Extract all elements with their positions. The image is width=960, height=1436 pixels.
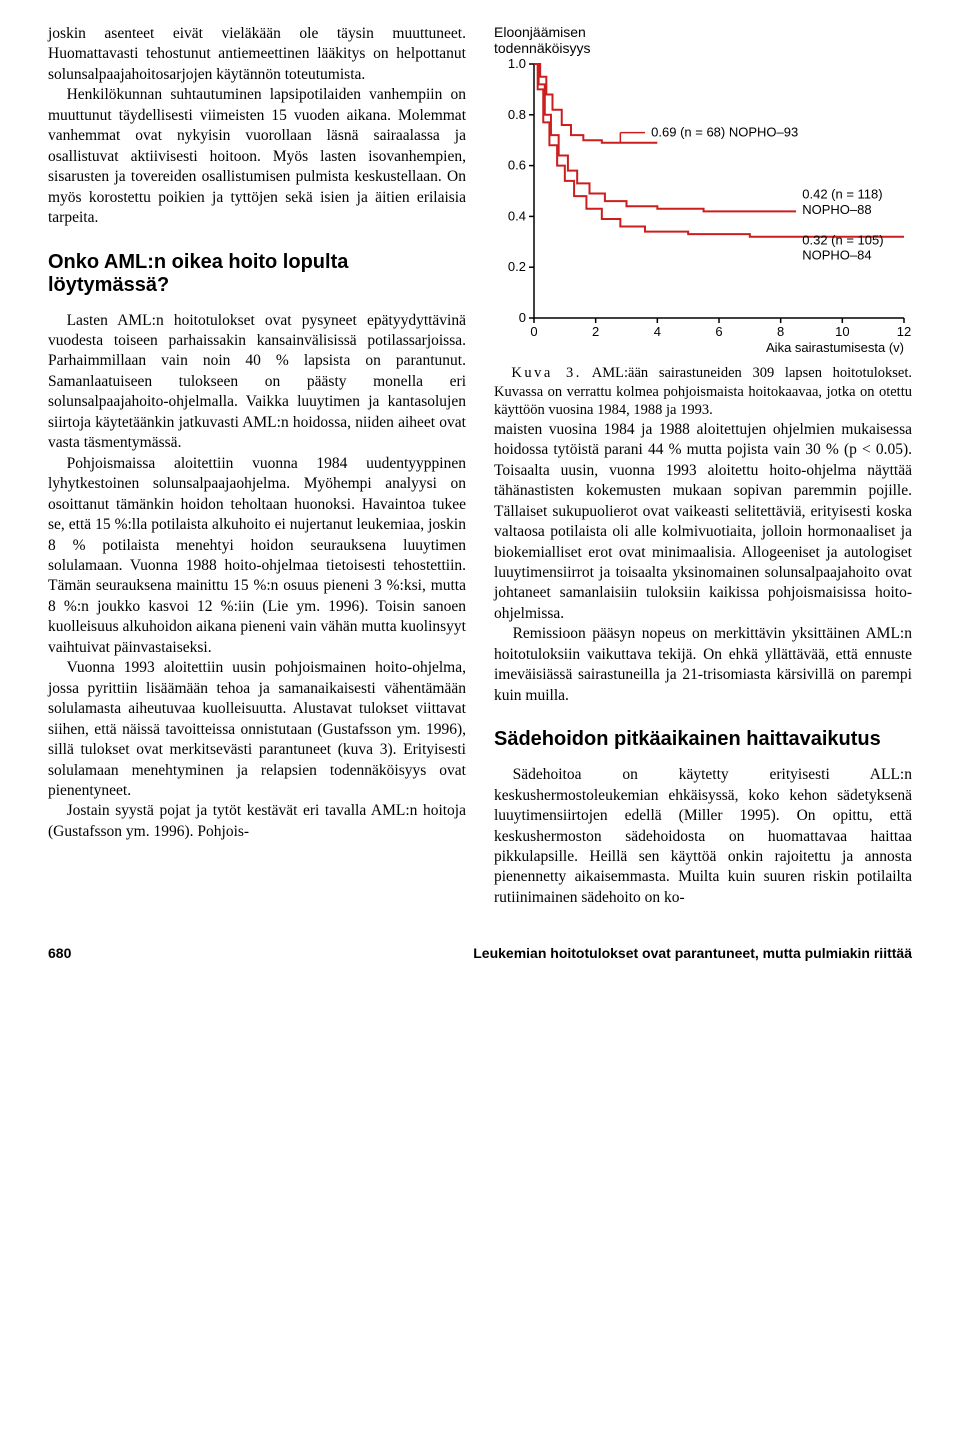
para: Remissioon pääsyn nopeus on merkittävin … — [494, 624, 912, 706]
para: Pohjoismaissa aloitettiin vuonna 1984 uu… — [48, 454, 466, 659]
svg-text:0.69 (n = 68) NOPHO–93: 0.69 (n = 68) NOPHO–93 — [651, 125, 798, 140]
survival-chart: Eloonjäämisen todennäköisyys 00.20.40.60… — [494, 24, 912, 358]
svg-text:0.2: 0.2 — [508, 259, 526, 274]
section-heading-aml: Onko AML:n oikea hoito lopulta löytymäss… — [48, 251, 466, 297]
svg-text:NOPHO–88: NOPHO–88 — [802, 202, 871, 217]
svg-text:6: 6 — [715, 324, 722, 339]
figure-caption: Kuva 3. AML:ään sairastuneiden 309 lapse… — [494, 364, 912, 420]
right-column: Eloonjäämisen todennäköisyys 00.20.40.60… — [494, 24, 912, 908]
svg-text:NOPHO–84: NOPHO–84 — [802, 248, 871, 263]
svg-text:10: 10 — [835, 324, 849, 339]
svg-text:0.42 (n = 118): 0.42 (n = 118) — [802, 187, 882, 202]
svg-text:1.0: 1.0 — [508, 58, 526, 71]
figure-caption-lead: Kuva 3. — [511, 365, 581, 381]
svg-text:4: 4 — [654, 324, 661, 339]
svg-text:12: 12 — [897, 324, 911, 339]
svg-text:0: 0 — [530, 324, 537, 339]
svg-text:0: 0 — [519, 310, 526, 325]
svg-text:2: 2 — [592, 324, 599, 339]
para: Jostain syystä pojat ja tytöt kestävät e… — [48, 801, 466, 842]
section-heading-sadehoito: Sädehoidon pitkäaikainen haittavaikutus — [494, 728, 912, 751]
svg-text:Aika sairastumisesta (v): Aika sairastumisesta (v) — [766, 340, 904, 355]
page-footer: 680 Leukemian hoitotulokset ovat parantu… — [48, 944, 912, 962]
svg-text:0.6: 0.6 — [508, 158, 526, 173]
running-title: Leukemian hoitotulokset ovat parantuneet… — [473, 944, 912, 962]
para: maisten vuosina 1984 ja 1988 aloitettuje… — [494, 420, 912, 625]
para: Lasten AML:n hoitotulokset ovat pysyneet… — [48, 311, 466, 454]
left-column: joskin asenteet eivät vieläkään ole täys… — [48, 24, 466, 908]
svg-text:0.32 (n = 105): 0.32 (n = 105) — [802, 233, 883, 248]
para: Henkilökunnan suhtautuminen lapsipotilai… — [48, 85, 466, 228]
chart-y-axis-title: Eloonjäämisen todennäköisyys — [494, 24, 912, 56]
svg-text:8: 8 — [777, 324, 784, 339]
para: Sädehoitoa on käytetty erityisesti ALL:n… — [494, 765, 912, 908]
para: Vuonna 1993 aloitettiin uusin pohjoismai… — [48, 658, 466, 801]
survival-plot-svg: 0 0.2 0.4 0.6 0.8 1.0 0 2 4 6 8 10 12Aika sairastumi… — [494, 58, 914, 358]
svg-text:0.8: 0.8 — [508, 107, 526, 122]
para: joskin asenteet eivät vieläkään ole täys… — [48, 24, 466, 85]
svg-text:0.4: 0.4 — [508, 209, 526, 224]
page-number: 680 — [48, 944, 71, 962]
